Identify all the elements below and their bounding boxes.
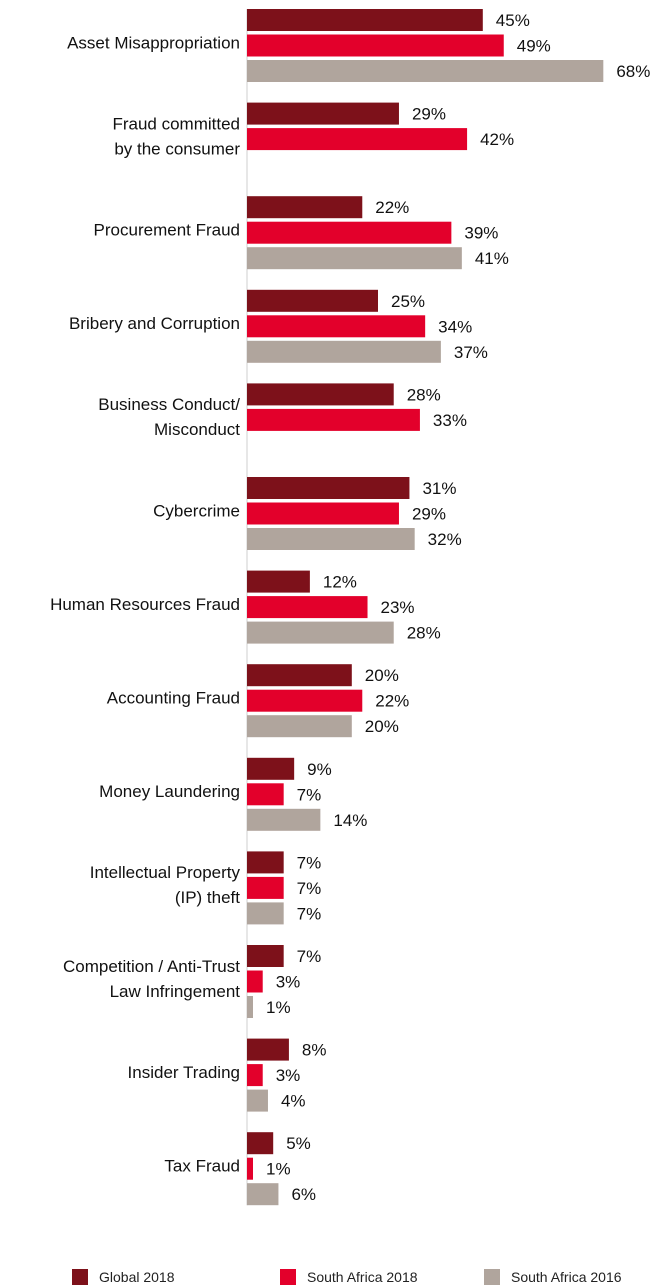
legend-label-south-africa-2018: South Africa 2018 <box>307 1269 418 1285</box>
value-label-global-2018-money-laundering: 9% <box>307 760 332 779</box>
bar-south-africa-2018-human-resources-fraud <box>247 596 368 619</box>
value-label-south-africa-2016-cybercrime: 32% <box>428 530 462 549</box>
value-label-global-2018-fraud-committed-by-the-consumer: 29% <box>412 105 446 124</box>
value-label-south-africa-2018-accounting-fraud: 22% <box>375 692 409 711</box>
bar-south-africa-2016-competition-anti-trust-law-infringement <box>247 996 253 1018</box>
category-label-bribery-and-corruption: Bribery and Corruption <box>69 314 240 333</box>
legend-swatch-south-africa-2018 <box>280 1269 296 1285</box>
bar-south-africa-2016-intellectual-property-ip-theft <box>247 902 284 925</box>
value-label-south-africa-2016-money-laundering: 14% <box>333 811 367 830</box>
bar-global-2018-insider-trading <box>247 1038 289 1061</box>
value-label-global-2018-procurement-fraud: 22% <box>375 198 409 217</box>
chart-legend: Global 2018 South Africa 2018 South Afri… <box>0 1267 663 1287</box>
value-label-south-africa-2016-bribery-and-corruption: 37% <box>454 343 488 362</box>
bar-south-africa-2016-insider-trading <box>247 1089 268 1112</box>
bar-global-2018-cybercrime <box>247 477 410 499</box>
bar-global-2018-human-resources-fraud <box>247 570 310 593</box>
bar-south-africa-2016-accounting-fraud <box>247 715 352 738</box>
value-label-global-2018-human-resources-fraud: 12% <box>323 573 357 592</box>
value-label-global-2018-accounting-fraud: 20% <box>365 666 399 685</box>
legend-item-south-africa-2016: South Africa 2016 <box>484 1269 622 1285</box>
value-label-south-africa-2018-business-conduct-misconduct: 33% <box>433 411 467 430</box>
value-label-global-2018-tax-fraud: 5% <box>286 1134 311 1153</box>
bar-global-2018-accounting-fraud <box>247 664 352 687</box>
category-label-procurement-fraud: Procurement Fraud <box>94 220 240 239</box>
value-label-south-africa-2016-intellectual-property-ip-theft: 7% <box>297 904 322 923</box>
value-label-global-2018-insider-trading: 8% <box>302 1041 327 1060</box>
legend-label-global-2018: Global 2018 <box>99 1269 175 1285</box>
value-label-south-africa-2018-tax-fraud: 1% <box>266 1160 291 1179</box>
bar-south-africa-2018-competition-anti-trust-law-infringement <box>247 970 263 993</box>
category-label-insider-trading: Insider Trading <box>128 1063 240 1082</box>
value-label-south-africa-2018-competition-anti-trust-law-infringement: 3% <box>276 973 301 992</box>
category-label-tax-fraud: Tax Fraud <box>164 1156 240 1175</box>
value-label-global-2018-intellectual-property-ip-theft: 7% <box>297 853 322 872</box>
bar-south-africa-2018-intellectual-property-ip-theft <box>247 876 284 899</box>
bar-global-2018-bribery-and-corruption <box>247 289 378 312</box>
bar-south-africa-2016-asset-misappropriation <box>247 60 604 82</box>
legend-item-south-africa-2018: South Africa 2018 <box>280 1269 418 1285</box>
bar-south-africa-2018-business-conduct-misconduct <box>247 408 420 431</box>
bar-south-africa-2016-tax-fraud <box>247 1183 279 1206</box>
value-label-south-africa-2018-fraud-committed-by-the-consumer: 42% <box>480 130 514 149</box>
category-label-money-laundering: Money Laundering <box>99 782 240 801</box>
bar-global-2018-procurement-fraud <box>247 196 363 219</box>
legend-swatch-south-africa-2016 <box>484 1269 500 1285</box>
value-label-south-africa-2016-asset-misappropriation: 68% <box>616 62 650 81</box>
value-label-south-africa-2018-procurement-fraud: 39% <box>464 224 498 243</box>
legend-swatch-global-2018 <box>72 1269 88 1285</box>
bar-global-2018-intellectual-property-ip-theft <box>247 851 284 874</box>
bar-south-africa-2018-accounting-fraud <box>247 689 363 712</box>
value-label-south-africa-2016-tax-fraud: 6% <box>291 1185 316 1204</box>
bar-south-africa-2016-bribery-and-corruption <box>247 340 441 363</box>
value-label-global-2018-competition-anti-trust-law-infringement: 7% <box>297 947 322 966</box>
bar-south-africa-2016-money-laundering <box>247 808 321 831</box>
value-label-global-2018-bribery-and-corruption: 25% <box>391 292 425 311</box>
category-label-cybercrime: Cybercrime <box>153 501 240 520</box>
category-label-asset-misappropriation: Asset Misappropriation <box>67 33 240 52</box>
category-label-accounting-fraud: Accounting Fraud <box>107 688 240 707</box>
value-label-south-africa-2016-accounting-fraud: 20% <box>365 717 399 736</box>
value-label-global-2018-asset-misappropriation: 45% <box>496 11 530 30</box>
bar-south-africa-2018-money-laundering <box>247 783 284 806</box>
bar-global-2018-asset-misappropriation <box>247 9 483 31</box>
value-label-south-africa-2018-insider-trading: 3% <box>276 1066 301 1085</box>
value-label-south-africa-2018-intellectual-property-ip-theft: 7% <box>297 879 322 898</box>
value-label-south-africa-2016-human-resources-fraud: 28% <box>407 624 441 643</box>
bar-global-2018-business-conduct-misconduct <box>247 383 394 406</box>
value-label-global-2018-business-conduct-misconduct: 28% <box>407 385 441 404</box>
category-label-competition-anti-trust-law-infringement: Competition / Anti-Trust Law Infringement <box>63 957 240 1001</box>
bar-south-africa-2018-fraud-committed-by-the-consumer <box>247 128 468 151</box>
bar-south-africa-2018-tax-fraud <box>247 1157 253 1180</box>
bar-south-africa-2016-human-resources-fraud <box>247 621 394 644</box>
legend-item-global-2018: Global 2018 <box>72 1269 175 1285</box>
bar-south-africa-2018-asset-misappropriation <box>247 34 504 57</box>
bar-global-2018-fraud-committed-by-the-consumer <box>247 102 399 125</box>
value-label-south-africa-2018-money-laundering: 7% <box>297 785 322 804</box>
bar-south-africa-2018-cybercrime <box>247 502 399 525</box>
category-label-business-conduct-misconduct: Business Conduct/Misconduct <box>98 395 240 439</box>
value-label-south-africa-2018-asset-misappropriation: 49% <box>517 37 551 56</box>
bar-global-2018-money-laundering <box>247 757 295 780</box>
bar-south-africa-2016-cybercrime <box>247 528 415 550</box>
legend-label-south-africa-2016: South Africa 2016 <box>511 1269 622 1285</box>
category-label-human-resources-fraud: Human Resources Fraud <box>50 595 240 614</box>
value-label-south-africa-2016-insider-trading: 4% <box>281 1092 306 1111</box>
bar-south-africa-2018-insider-trading <box>247 1064 263 1087</box>
value-label-global-2018-cybercrime: 31% <box>422 479 456 498</box>
category-label-intellectual-property-ip-theft: Intellectual Property (IP) theft <box>90 863 241 907</box>
value-label-south-africa-2016-competition-anti-trust-law-infringement: 1% <box>266 998 291 1017</box>
value-label-south-africa-2018-cybercrime: 29% <box>412 505 446 524</box>
bar-global-2018-competition-anti-trust-law-infringement <box>247 945 284 967</box>
bar-south-africa-2018-bribery-and-corruption <box>247 315 426 338</box>
value-label-south-africa-2016-procurement-fraud: 41% <box>475 249 509 268</box>
category-label-fraud-committed-by-the-consumer: Fraud committed by the consumer <box>112 114 240 158</box>
value-label-south-africa-2018-bribery-and-corruption: 34% <box>438 317 472 336</box>
bar-south-africa-2018-procurement-fraud <box>247 221 452 244</box>
fraud-types-bar-chart: Asset Misappropriation 45% 49% 68% Fraud com… <box>50 9 650 1206</box>
value-label-south-africa-2018-human-resources-fraud: 23% <box>381 598 415 617</box>
bar-global-2018-tax-fraud <box>247 1132 274 1155</box>
bar-south-africa-2016-procurement-fraud <box>247 247 462 270</box>
